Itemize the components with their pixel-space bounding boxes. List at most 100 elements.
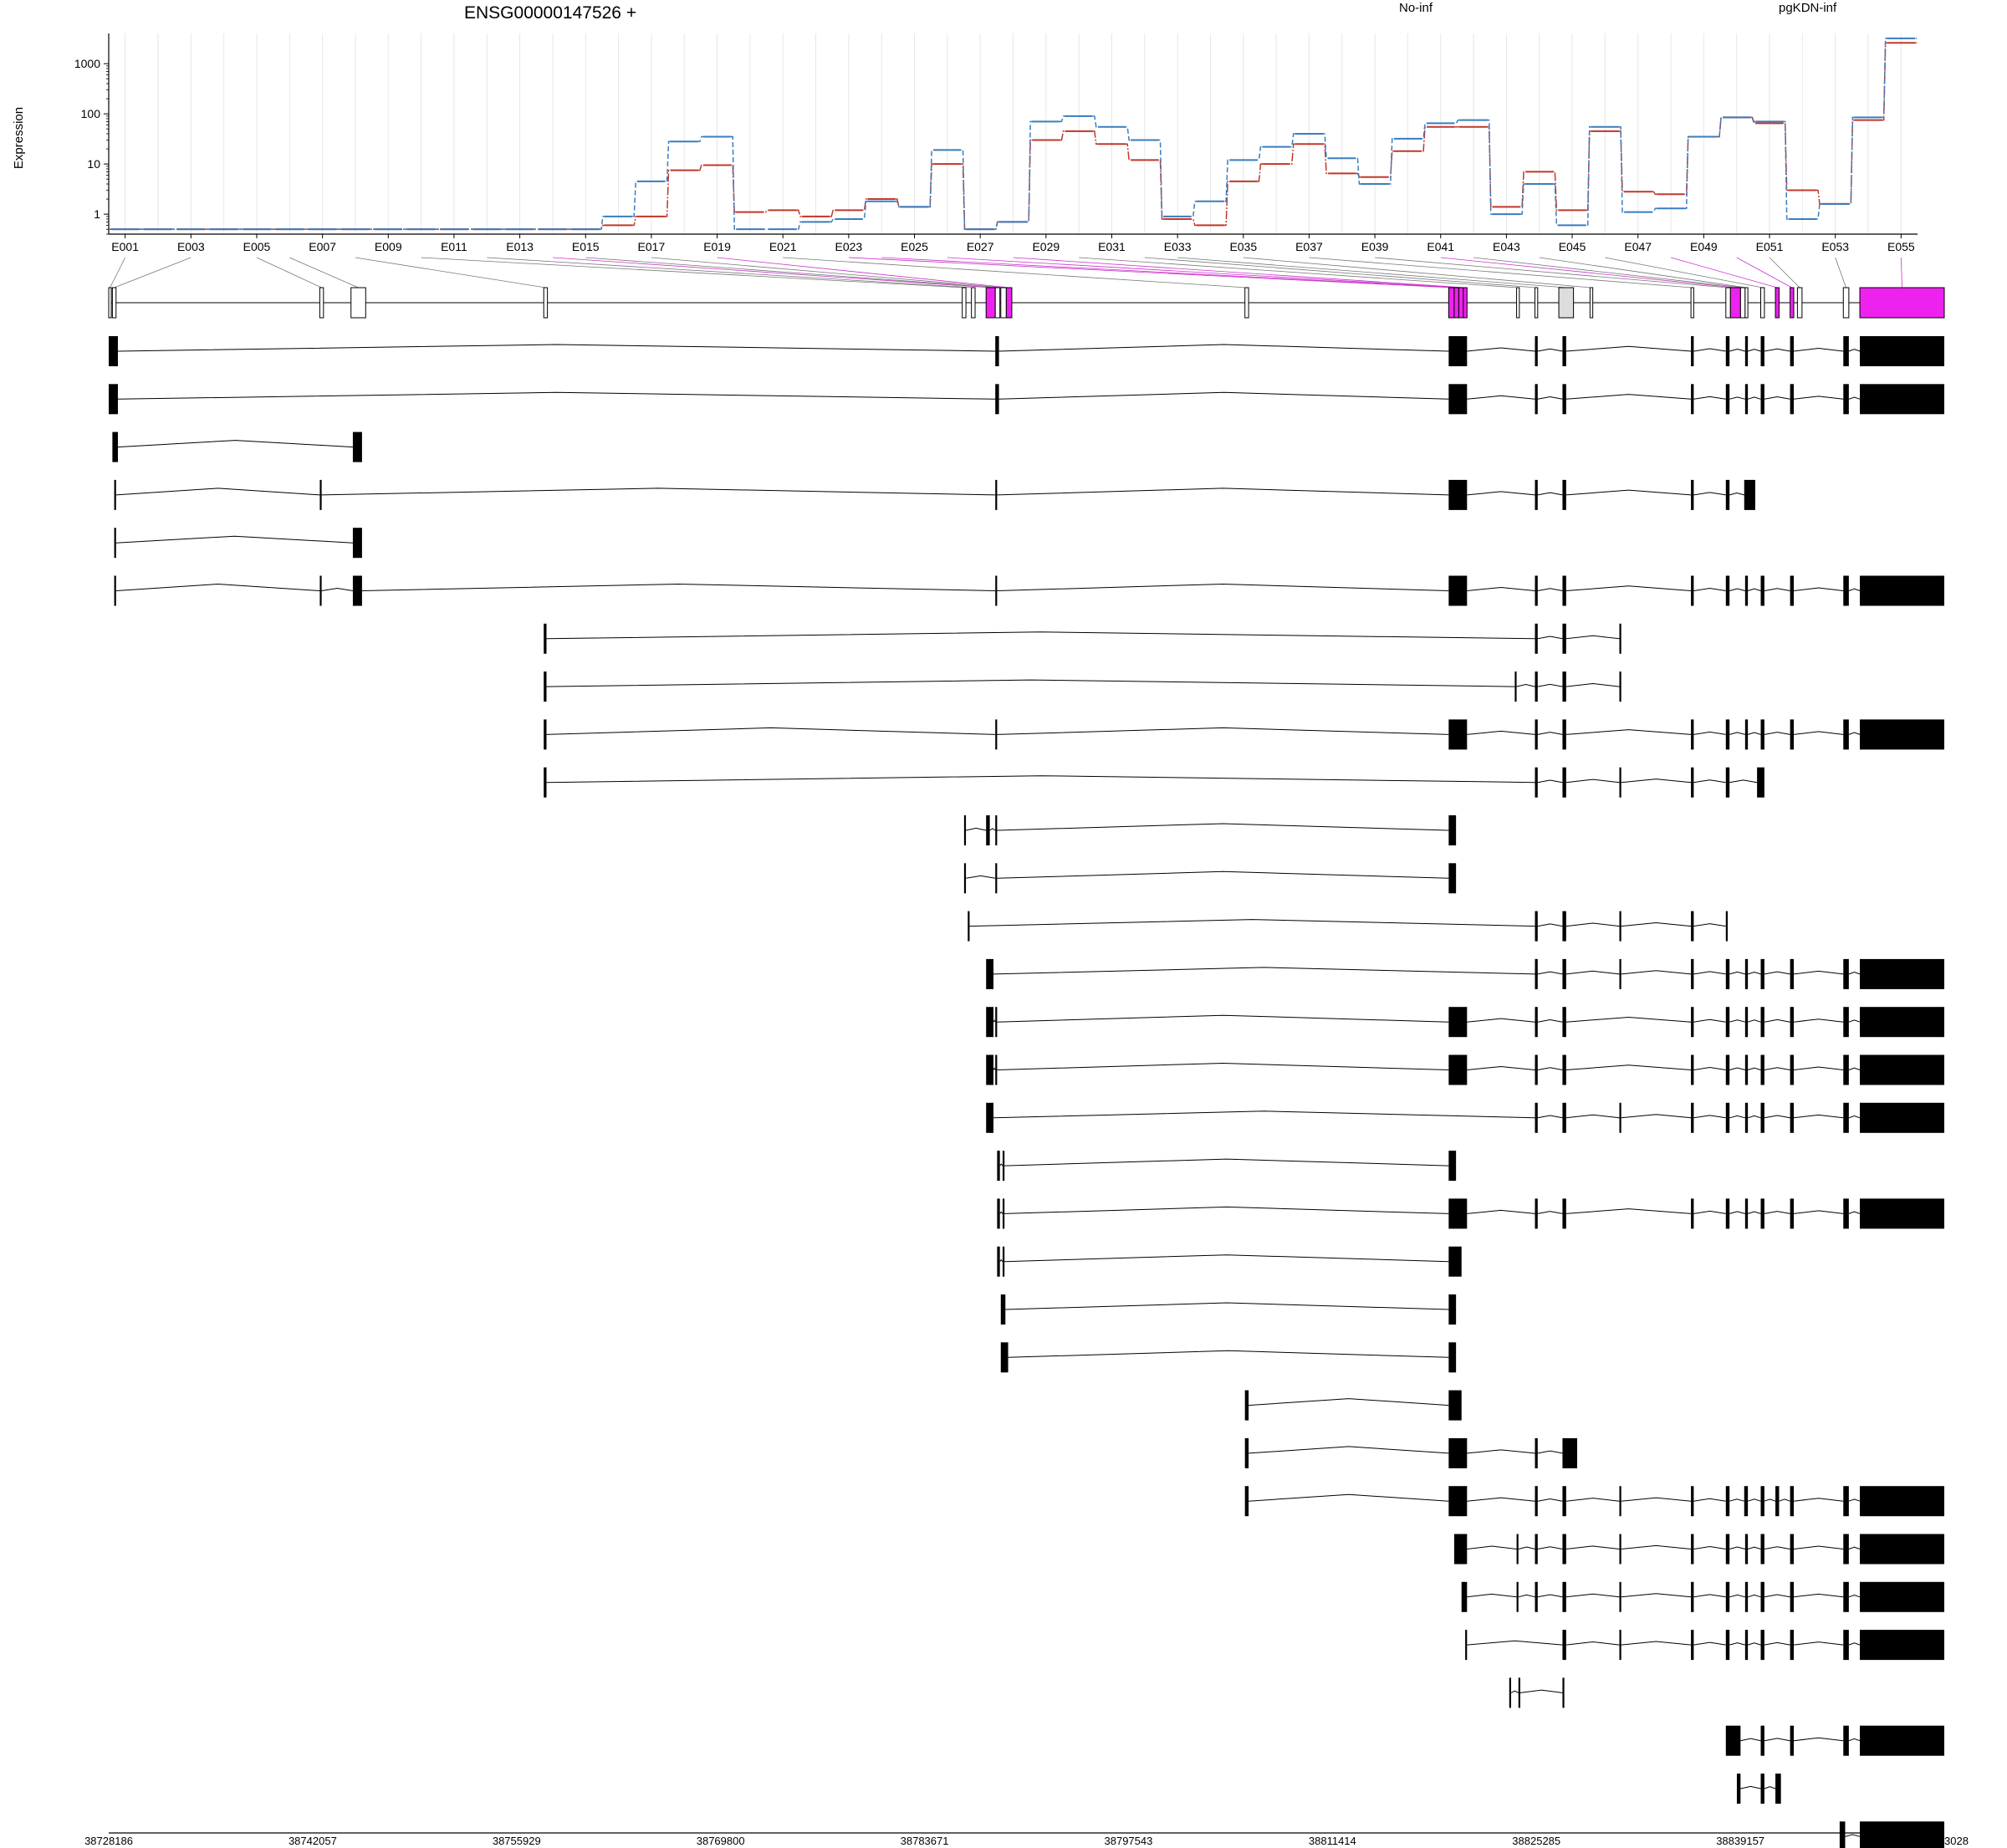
transcript-intron	[1005, 1302, 1449, 1310]
gene-exon	[1516, 287, 1520, 319]
transcript-intron	[993, 1019, 996, 1023]
transcript-exon	[1843, 958, 1849, 989]
transcript-intron	[546, 679, 1515, 687]
transcript-exon	[1535, 719, 1538, 750]
y-tick-label: 10	[87, 157, 100, 171]
transcript-intron	[1848, 1594, 1861, 1598]
transcript-intron	[997, 823, 1449, 831]
transcript-exon	[1760, 1102, 1764, 1133]
gene-exon	[108, 287, 112, 319]
transcript-exon	[1760, 1581, 1764, 1612]
transcript-exon	[997, 1246, 1000, 1277]
transcript-exon	[1002, 1151, 1005, 1182]
transcript-row	[1725, 1725, 1944, 1756]
transcript-exon	[1843, 1102, 1849, 1133]
transcript-intron	[1729, 1115, 1745, 1119]
exon-connector	[783, 257, 1247, 288]
transcript-intron	[1519, 1689, 1563, 1693]
transcript-intron	[1764, 1115, 1790, 1119]
transcript-exon	[1562, 1198, 1566, 1229]
transcript-intron	[1537, 1067, 1563, 1070]
transcript-row	[112, 431, 362, 462]
transcript-intron	[1848, 396, 1861, 400]
transcript-exon	[1843, 575, 1849, 606]
transcript-intron	[1693, 971, 1726, 975]
transcript-exon	[114, 575, 116, 606]
transcript-intron	[998, 344, 1449, 352]
y-tick-label: 1	[94, 207, 100, 221]
transcript-row	[1509, 1677, 1565, 1708]
transcript-intron	[1537, 732, 1563, 735]
transcript-exon	[1691, 1054, 1694, 1085]
transcript-exon	[986, 815, 990, 845]
transcript-row	[544, 767, 1764, 798]
exon-connector	[1243, 257, 1592, 288]
transcript-intron	[1729, 588, 1745, 591]
transcript-intron	[1848, 1211, 1861, 1214]
transcript-exon	[1448, 336, 1468, 366]
transcript-exon	[544, 671, 547, 702]
transcript-exon	[1860, 719, 1944, 750]
transcript-row	[114, 528, 362, 559]
transcript-intron	[1565, 345, 1692, 352]
transcript-intron	[999, 1163, 1004, 1166]
transcript-exon	[1790, 1198, 1795, 1229]
transcript-intron	[1467, 1545, 1517, 1549]
transcript-exon	[544, 623, 547, 654]
transcript-intron	[1729, 349, 1745, 352]
exon-label: E041	[1427, 240, 1454, 253]
transcript-exon	[1790, 1102, 1795, 1133]
gene-exon	[994, 287, 1001, 319]
gene-exon	[1589, 287, 1594, 319]
exon-label: E027	[967, 240, 994, 253]
transcript-row	[986, 1054, 1944, 1085]
transcript-intron	[1467, 1640, 1563, 1646]
transcript-intron	[969, 919, 1535, 927]
transcript-intron	[1764, 1594, 1790, 1598]
transcript-intron	[1693, 923, 1726, 927]
transcript-intron	[1693, 1115, 1726, 1119]
exon-connector	[1440, 257, 1736, 288]
transcript-intron	[1747, 1642, 1761, 1646]
exon-connector	[289, 257, 359, 288]
exon-connector	[1013, 257, 1466, 288]
exon-connector	[585, 257, 998, 288]
gene-exon	[1005, 287, 1013, 319]
transcript-intron	[1537, 1450, 1563, 1454]
transcript-exon	[1760, 1630, 1764, 1661]
transcript-exon	[1725, 1725, 1741, 1756]
transcript-exon	[1619, 1102, 1621, 1133]
transcript-intron	[999, 1211, 1004, 1214]
transcript-intron	[1729, 779, 1758, 784]
transcript-exon	[1562, 1534, 1566, 1565]
transcript-exon	[1448, 479, 1468, 510]
transcript-exon	[1744, 1630, 1749, 1661]
transcript-exon	[1514, 671, 1517, 702]
transcript-intron	[1537, 1594, 1563, 1598]
transcript-intron	[1747, 971, 1761, 975]
transcript-intron	[546, 727, 996, 735]
transcript-exon	[1562, 623, 1566, 654]
transcript-exon	[1760, 958, 1764, 989]
transcript-intron	[1565, 922, 1620, 927]
exon-connector	[487, 257, 973, 288]
transcript-intron	[1565, 683, 1620, 687]
transcript-exon	[1509, 1677, 1511, 1708]
transcript-intron	[1693, 348, 1726, 352]
transcript-intron	[1848, 1642, 1861, 1646]
transcript-intron	[1565, 489, 1692, 496]
transcript-exon	[1448, 1246, 1462, 1277]
transcript-intron	[1729, 396, 1745, 400]
transcript-row	[986, 1007, 1944, 1038]
gene-exon	[1859, 287, 1945, 319]
exon-connector	[1144, 257, 1537, 288]
genomic-tick-label: 38839157	[1716, 1835, 1764, 1847]
transcript-row	[1244, 1390, 1462, 1421]
transcript-intron	[1848, 349, 1861, 352]
legend-pgkdn-inf: pgKDN-inf	[1779, 1, 1837, 15]
transcript-row	[1000, 1342, 1457, 1373]
gene-exon	[1744, 287, 1749, 319]
transcript-intron	[117, 440, 353, 448]
transcript-exon	[1691, 1534, 1694, 1565]
exon-label: E045	[1559, 240, 1586, 253]
